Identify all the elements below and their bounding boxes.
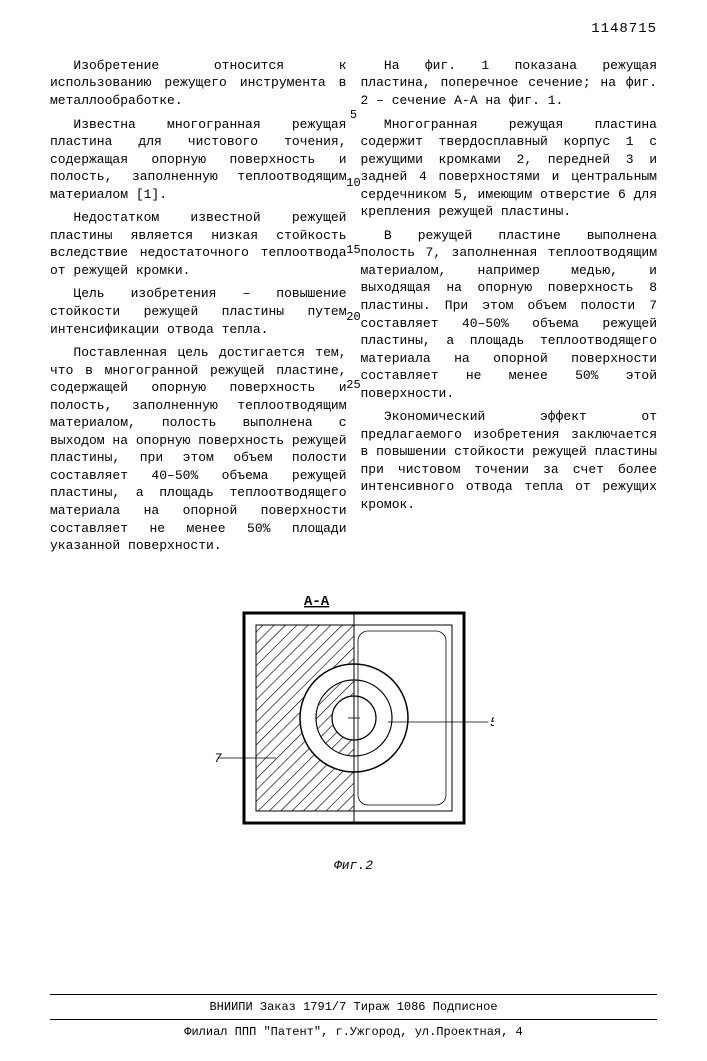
page: 1148715 5 10 15 20 25 Изобретение относи… [0,0,707,1061]
line-number: 20 [345,309,363,325]
svg-text:5: 5 [490,715,494,730]
paragraph: Изобретение относится к использованию ре… [50,57,347,110]
right-column: На фиг. 1 показана режущая пластина, поп… [361,57,658,561]
figure-2-svg: A-A 5 7 [214,583,494,853]
paragraph: Известна многогранная режущая пластина д… [50,116,347,204]
text-columns: 5 10 15 20 25 Изобретение относится к ис… [50,57,657,561]
document-number: 1148715 [50,20,657,39]
paragraph: Цель изобретения – повышение стойкости р… [50,285,347,338]
paragraph: На фиг. 1 показана режущая пластина, поп… [361,57,658,110]
figure-2: A-A 5 7 Фиг.2 [50,583,657,875]
footer-line-1: ВНИИПИ Заказ 1791/7 Тираж 1086 Подписное [50,999,657,1015]
line-number: 10 [345,175,363,191]
svg-text:A-A: A-A [304,594,330,610]
left-column: Изобретение относится к использованию ре… [50,57,347,561]
paragraph: Экономический эффект от предлагаемого из… [361,408,658,513]
paragraph: Многогранная режущая пластина содержит т… [361,116,658,221]
figure-caption: Фиг.2 [50,857,657,875]
line-number: 5 [345,107,363,123]
footer: ВНИИПИ Заказ 1791/7 Тираж 1086 Подписное… [50,994,657,1040]
line-number: 25 [345,377,363,393]
paragraph: Недостатком известной режущей пластины я… [50,209,347,279]
paragraph: В режущей пластине выполнена полость 7, … [361,227,658,402]
paragraph: Поставленная цель достигается тем, что в… [50,344,347,555]
svg-text:7: 7 [214,751,222,766]
footer-line-2: Филиал ППП "Патент", г.Ужгород, ул.Проек… [50,1024,657,1040]
line-number: 15 [345,242,363,258]
